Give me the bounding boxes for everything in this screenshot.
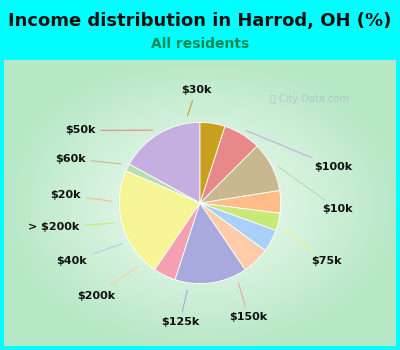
Text: $125k: $125k — [161, 290, 199, 327]
Text: Ⓜ City-Data.com: Ⓜ City-Data.com — [270, 94, 349, 104]
Text: $75k: $75k — [284, 229, 342, 266]
Wedge shape — [200, 203, 276, 250]
Wedge shape — [200, 190, 281, 213]
Text: $150k: $150k — [229, 282, 268, 322]
Text: All residents: All residents — [151, 37, 249, 51]
Wedge shape — [119, 171, 200, 270]
Text: $30k: $30k — [181, 85, 211, 116]
Text: $200k: $200k — [77, 266, 138, 301]
Wedge shape — [175, 203, 245, 284]
Text: $50k: $50k — [65, 125, 152, 135]
Wedge shape — [200, 122, 225, 203]
Text: $20k: $20k — [50, 190, 112, 201]
Text: $10k: $10k — [279, 167, 353, 215]
Text: $100k: $100k — [246, 131, 352, 172]
Wedge shape — [155, 203, 200, 280]
Text: $40k: $40k — [56, 244, 122, 266]
Wedge shape — [126, 164, 200, 203]
Text: Income distribution in Harrod, OH (%): Income distribution in Harrod, OH (%) — [8, 12, 392, 30]
Wedge shape — [200, 203, 280, 230]
Text: > $200k: > $200k — [28, 222, 114, 232]
Text: $60k: $60k — [55, 154, 121, 164]
Wedge shape — [200, 126, 257, 203]
Wedge shape — [129, 122, 200, 203]
Wedge shape — [200, 203, 265, 270]
Wedge shape — [200, 146, 280, 203]
